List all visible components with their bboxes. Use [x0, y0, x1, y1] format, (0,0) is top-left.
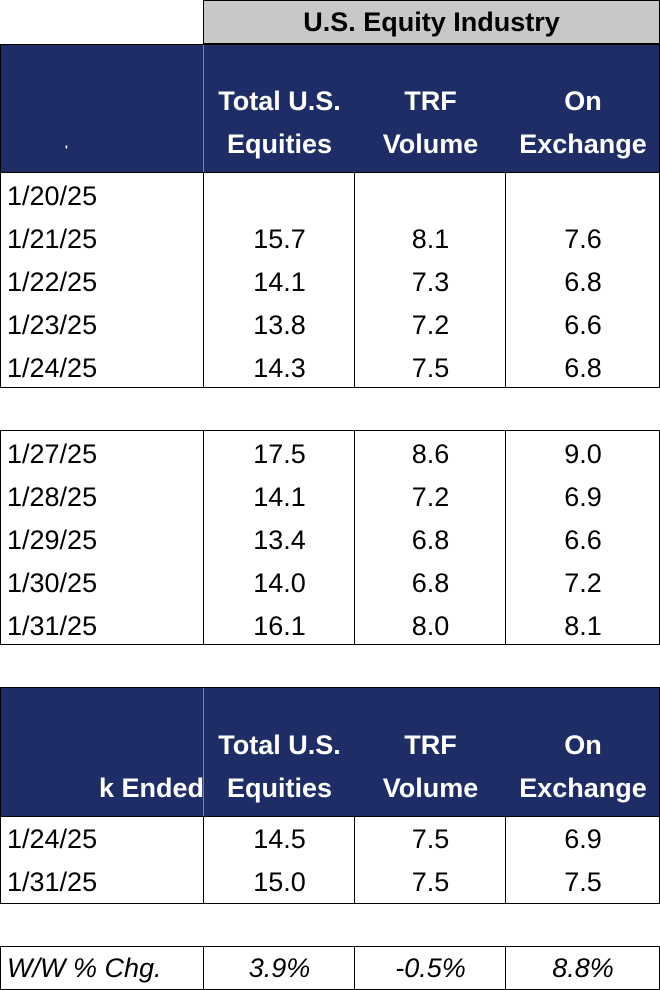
header-line1: Total U.S.	[218, 86, 341, 116]
row-trf: 7.2	[411, 310, 450, 340]
row-trf: 7.3	[411, 267, 450, 297]
row-date: 1/31/25	[7, 611, 98, 641]
row-date: 1/24/25	[7, 353, 98, 383]
row-on-exchange: 6.8	[564, 353, 602, 383]
row-date: 1/31/25	[7, 867, 98, 897]
row-trf	[355, 175, 506, 218]
row-trf: 8.6	[411, 439, 450, 469]
row-trf: 7.5	[411, 353, 450, 383]
change-total: 3.9%	[248, 953, 311, 983]
row-date: 1/29/25	[7, 525, 98, 555]
on-exchange-header: On Exchange	[506, 45, 660, 172]
row-date: 1/24/25	[7, 824, 98, 854]
row-trf: 7.5	[411, 867, 450, 897]
row-total: 13.4	[253, 525, 306, 555]
header-line2: Equities	[226, 773, 333, 803]
header-marker: '	[65, 143, 68, 157]
header-line1: On	[564, 86, 602, 116]
row-date: 1/28/25	[7, 482, 98, 512]
column-header-row: ' Total U.S. Equities TRF Volume On Exch…	[0, 44, 660, 173]
week-ended-header: k Ended	[1, 688, 226, 816]
table-title: U.S. Equity Industry	[203, 0, 660, 44]
row-on-exchange: 7.6	[564, 224, 602, 254]
row-on-exchange: 6.6	[564, 525, 602, 555]
trf-volume-header: TRF Volume	[355, 688, 506, 816]
header-line2: Volume	[382, 129, 479, 159]
row-on-exchange: 7.2	[564, 568, 602, 598]
daily-table-week-2: 1/27/25 17.5 8.6 9.0 1/28/25 14.1 7.2 6.…	[0, 430, 660, 645]
row-total: 14.3	[253, 353, 306, 383]
row-on-exchange: 8.1	[564, 611, 602, 641]
table-row: 1/31/25 15.0 7.5 7.5	[1, 861, 659, 904]
header-line2: Volume	[382, 773, 479, 803]
table-row: 1/30/25 14.0 6.8 7.2	[1, 562, 659, 605]
table-row: 1/22/25 14.1 7.3 6.8	[1, 261, 659, 304]
row-total: 15.0	[253, 867, 306, 897]
row-total	[204, 175, 355, 218]
row-on-exchange: 6.8	[564, 267, 602, 297]
row-date: 1/21/25	[7, 224, 98, 254]
row-on-exchange: 7.5	[564, 867, 602, 897]
row-trf: 6.8	[411, 525, 450, 555]
row-trf: 7.2	[411, 482, 450, 512]
table-row: 1/24/25 14.5 7.5 6.9	[1, 818, 659, 861]
row-on-exchange: 6.9	[564, 824, 602, 854]
header-line1: TRF	[404, 730, 457, 760]
row-trf: 7.5	[411, 824, 450, 854]
header-line1: On	[564, 730, 602, 760]
trf-volume-header: TRF Volume	[355, 45, 506, 172]
week-over-week-change-row: W/W % Chg. 3.9% -0.5% 8.8%	[0, 946, 660, 990]
weekly-average-table: 1/24/25 14.5 7.5 6.9 1/31/25 15.0 7.5 7.…	[0, 816, 660, 904]
table-row: 1/20/25	[1, 175, 659, 218]
table-row: 1/28/25 14.1 7.2 6.9	[1, 476, 659, 519]
table-row: 1/24/25 14.3 7.5 6.8	[1, 347, 659, 390]
table-row: 1/23/25 13.8 7.2 6.6	[1, 304, 659, 347]
row-total: 15.7	[253, 224, 306, 254]
table-row: 1/27/25 17.5 8.6 9.0	[1, 433, 659, 476]
row-trf: 6.8	[411, 568, 450, 598]
header-line2: Equities	[226, 129, 333, 159]
week-ended-label: k Ended	[98, 773, 204, 803]
total-equities-header: Total U.S. Equities	[204, 688, 355, 816]
weekly-column-header-row: k Ended Total U.S. Equities TRF Volume O…	[0, 687, 660, 817]
row-total: 13.8	[253, 310, 306, 340]
header-line1: TRF	[404, 86, 457, 116]
row-on-exchange: 9.0	[564, 439, 602, 469]
table-row: 1/21/25 15.7 8.1 7.6	[1, 218, 659, 261]
row-on-exchange	[506, 175, 660, 218]
header-line1: Total U.S.	[218, 730, 341, 760]
table-row: W/W % Chg. 3.9% -0.5% 8.8%	[1, 947, 659, 990]
date-column-header	[1, 45, 226, 172]
row-total: 14.5	[253, 824, 306, 854]
row-total: 14.1	[253, 482, 306, 512]
row-total: 16.1	[253, 611, 306, 641]
row-on-exchange: 6.6	[564, 310, 602, 340]
change-trf: -0.5%	[395, 953, 466, 983]
row-trf: 8.1	[411, 224, 450, 254]
row-total: 14.0	[253, 568, 306, 598]
change-label: W/W % Chg.	[7, 953, 162, 983]
row-date: 1/30/25	[7, 568, 98, 598]
header-line2: Exchange	[519, 129, 647, 159]
table-row: 1/31/25 16.1 8.0 8.1	[1, 605, 659, 648]
total-equities-header: Total U.S. Equities	[204, 45, 355, 172]
row-trf: 8.0	[411, 611, 450, 641]
row-date: 1/23/25	[7, 310, 98, 340]
row-total: 17.5	[253, 439, 306, 469]
row-date: 1/27/25	[7, 439, 98, 469]
on-exchange-header: On Exchange	[506, 688, 660, 816]
table-row: 1/29/25 13.4 6.8 6.6	[1, 519, 659, 562]
daily-table-week-1: 1/20/25 1/21/25 15.7 8.1 7.6 1/22/25 14.…	[0, 172, 660, 388]
row-on-exchange: 6.9	[564, 482, 602, 512]
change-on-exchange: 8.8%	[552, 953, 614, 983]
row-total: 14.1	[253, 267, 306, 297]
row-date: 1/22/25	[7, 267, 98, 297]
row-date: 1/20/25	[7, 181, 98, 211]
header-line2: Exchange	[519, 773, 647, 803]
